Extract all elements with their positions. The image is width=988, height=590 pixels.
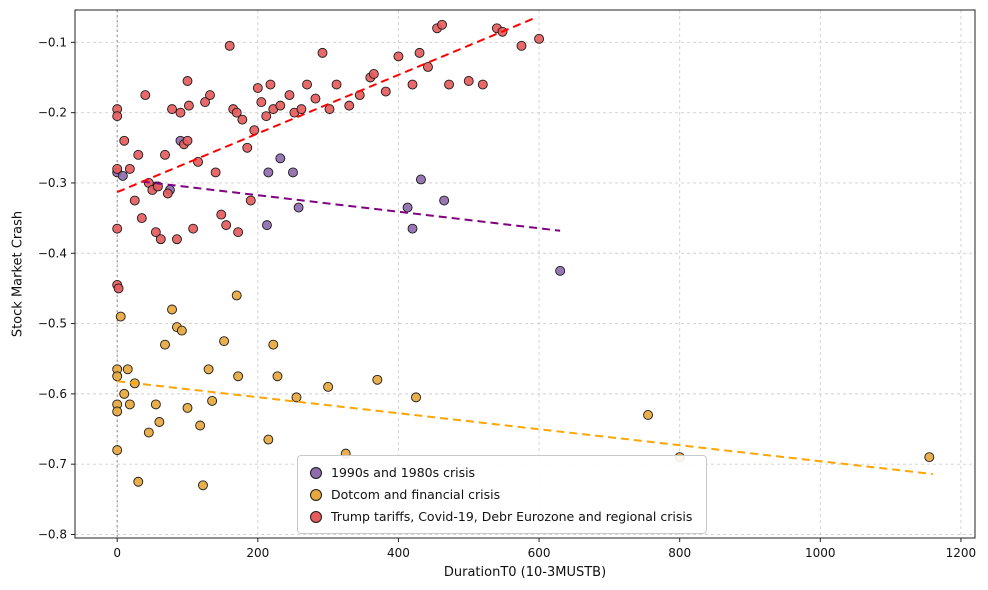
legend-item-trump-covid-eurozone: Trump tariffs, Covid-19, Debr Eurozone a… [310,509,692,524]
svg-text:1000: 1000 [805,546,836,560]
legend-label: 1990s and 1980s crisis [331,465,476,480]
svg-text:−0.1: −0.1 [38,35,67,49]
legend-label: Trump tariffs, Covid-19, Debr Eurozone a… [331,509,693,524]
svg-text:1200: 1200 [946,546,977,560]
red-dot-marker-icon [310,510,322,523]
svg-text:0: 0 [113,546,121,560]
orange-dot-marker-icon [310,488,322,501]
svg-text:800: 800 [668,546,691,560]
legend-item-1990s-1980s: 1990s and 1980s crisis [310,465,692,480]
legend-item-dotcom-financial: Dotcom and financial crisis [310,487,692,502]
svg-text:−0.7: −0.7 [38,457,67,471]
svg-text:−0.3: −0.3 [38,176,67,190]
svg-text:−0.8: −0.8 [38,527,67,541]
svg-text:200: 200 [246,546,269,560]
purple-dot-marker-icon [310,466,322,479]
svg-text:−0.5: −0.5 [38,317,67,331]
x-axis-label: DurationT0 (10-3MUSTB) [443,565,607,580]
svg-text:−0.4: −0.4 [38,246,67,260]
svg-text:−0.6: −0.6 [38,387,67,401]
y-axis-label: Stock Market Crash [10,210,26,338]
svg-text:−0.2: −0.2 [38,106,67,120]
svg-text:400: 400 [387,546,410,560]
legend-label: Dotcom and financial crisis [331,487,501,502]
svg-text:600: 600 [528,546,551,560]
legend: 1990s and 1980s crisis Dotcom and financ… [297,455,708,534]
